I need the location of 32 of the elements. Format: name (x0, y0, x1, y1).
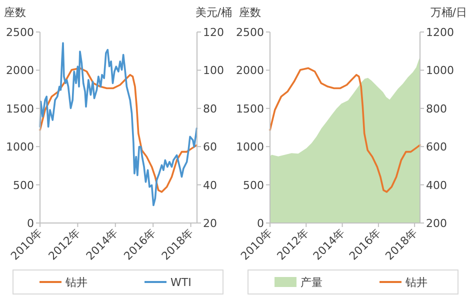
y-axis-title: 座数 (239, 6, 261, 19)
y2-tick-label: 600 (426, 140, 447, 154)
y-tick-label: 2000 (236, 64, 264, 78)
y2-tick-label: 100 (203, 64, 224, 78)
legend-label: 钻井 (404, 276, 428, 289)
y2-tick-label: 1000 (426, 64, 454, 78)
y2-tick-label: 1200 (426, 26, 454, 39)
y-tick-label: 2500 (6, 26, 34, 39)
y-tick-label: 2000 (6, 64, 34, 78)
legend-label: WTI (170, 276, 192, 289)
y2-tick-label: 400 (426, 178, 447, 192)
y-tick-label: 1000 (236, 140, 264, 154)
legend-label: 产量 (300, 276, 322, 289)
y-tick-label: 0 (27, 217, 34, 230)
y-tick-label: 1500 (236, 102, 264, 116)
y-axis-title: 座数 (4, 6, 26, 19)
y2-tick-label: 40 (203, 178, 217, 192)
y2-tick-label: 60 (203, 140, 217, 154)
y2-axis-title: 万桶/日 (430, 6, 467, 19)
y-tick-label: 500 (13, 178, 34, 192)
y2-tick-label: 80 (203, 102, 217, 116)
y2-tick-label: 120 (203, 26, 224, 39)
y2-tick-label: 200 (426, 217, 447, 230)
y2-axis-title: 美元/桶 (195, 6, 232, 19)
y-tick-label: 1500 (6, 102, 34, 116)
y2-tick-label: 800 (426, 102, 447, 116)
y-tick-label: 0 (257, 217, 264, 230)
y-tick-label: 1000 (6, 140, 34, 154)
legend-label: 钻井 (64, 276, 88, 289)
y2-tick-label: 20 (203, 217, 217, 230)
y-tick-label: 2500 (236, 26, 264, 39)
y-tick-label: 500 (243, 178, 264, 192)
